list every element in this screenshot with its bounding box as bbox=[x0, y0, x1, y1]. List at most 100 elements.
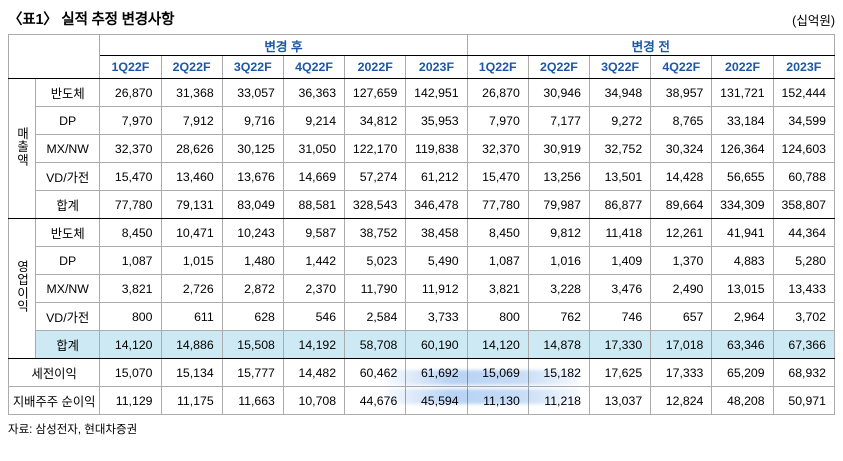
value-cell: 60,788 bbox=[772, 162, 836, 191]
table-row: DP 7,970 7,912 9,716 9,214 34,812 35,953 7,970 7… bbox=[9, 106, 836, 135]
value-cell: 2,872 bbox=[221, 274, 284, 303]
value-cell: 13,256 bbox=[527, 162, 591, 191]
quarter-header: 1Q22F bbox=[466, 55, 529, 79]
value-cell: 3,228 bbox=[527, 274, 591, 303]
value-cell: 44,676 bbox=[344, 386, 407, 415]
value-cell: 26,870 bbox=[466, 78, 529, 107]
value-cell: 8,450 bbox=[466, 218, 529, 247]
value-cell: 34,812 bbox=[344, 106, 407, 135]
table-row: VD/가전 800 611 628 546 2,584 3,733 800 762 746 657 2… bbox=[9, 302, 836, 331]
value-cell: 35,953 bbox=[405, 106, 468, 135]
value-cell: 3,702 bbox=[772, 302, 836, 331]
value-cell: 63,346 bbox=[711, 330, 774, 359]
row-label: DP bbox=[35, 246, 101, 275]
value-cell: 36,363 bbox=[282, 78, 346, 107]
value-cell: 657 bbox=[650, 302, 713, 331]
value-cell: 1,016 bbox=[527, 246, 591, 275]
value-cell: 14,886 bbox=[160, 330, 223, 359]
value-cell: 5,490 bbox=[405, 246, 468, 275]
quarter-header: 1Q22F bbox=[99, 55, 162, 79]
value-cell: 1,442 bbox=[282, 246, 346, 275]
value-cell: 77,780 bbox=[466, 190, 529, 219]
table-row: MX/NW 32,370 28,626 30,125 31,050 122,170 119,… bbox=[9, 134, 836, 163]
value-cell: 9,214 bbox=[282, 106, 346, 135]
quarter-header: 2023F bbox=[772, 55, 836, 79]
value-cell: 31,368 bbox=[160, 78, 223, 107]
value-cell: 68,932 bbox=[772, 358, 836, 387]
quarter-header: 2Q22F bbox=[527, 55, 591, 79]
value-cell: 31,050 bbox=[282, 134, 346, 163]
value-cell: 346,478 bbox=[405, 190, 468, 219]
value-cell: 60,462 bbox=[344, 358, 407, 387]
value-cell: 152,444 bbox=[772, 78, 836, 107]
quarter-header: 4Q22F bbox=[650, 55, 713, 79]
column-group-row: 변경 후 변경 전 bbox=[7, 34, 836, 79]
quarter-header: 2Q22F bbox=[160, 55, 223, 79]
quarter-header: 2022F bbox=[344, 55, 407, 79]
value-cell: 7,970 bbox=[99, 106, 162, 135]
value-cell: 12,261 bbox=[650, 218, 713, 247]
value-cell: 13,501 bbox=[588, 162, 652, 191]
value-cell: 30,324 bbox=[650, 134, 713, 163]
quarter-header: 3Q22F bbox=[588, 55, 652, 79]
value-cell: 79,131 bbox=[160, 190, 223, 219]
value-cell: 746 bbox=[588, 302, 652, 331]
value-cell: 800 bbox=[466, 302, 529, 331]
value-cell: 10,471 bbox=[160, 218, 223, 247]
value-cell: 50,971 bbox=[772, 386, 836, 415]
unit-label: (십억원) bbox=[792, 14, 835, 28]
value-cell: 11,663 bbox=[221, 386, 284, 415]
value-cell: 119,838 bbox=[405, 134, 468, 163]
value-cell: 1,370 bbox=[650, 246, 713, 275]
quarter-header: 2022F bbox=[711, 55, 774, 79]
value-cell: 34,948 bbox=[588, 78, 652, 107]
value-cell: 2,964 bbox=[711, 302, 774, 331]
table-row: MX/NW 3,821 2,726 2,872 2,370 11,790 11,912 3,8… bbox=[9, 274, 836, 303]
value-cell: 126,364 bbox=[711, 134, 774, 163]
value-cell: 358,807 bbox=[772, 190, 836, 219]
value-cell: 3,476 bbox=[588, 274, 652, 303]
value-cell: 13,037 bbox=[588, 386, 652, 415]
value-cell: 17,333 bbox=[650, 358, 713, 387]
value-cell: 45,594 bbox=[405, 386, 468, 415]
value-cell: 30,125 bbox=[221, 134, 284, 163]
table-row: 합계 14,120 14,886 15,508 14,192 58,708 60,190 14… bbox=[9, 330, 836, 359]
value-cell: 122,170 bbox=[344, 134, 407, 163]
value-cell: 7,177 bbox=[527, 106, 591, 135]
row-label: MX/NW bbox=[35, 134, 101, 163]
table-row: 영업이익 반도체 8,450 10,471 10,243 9,587 38,752 38,45… bbox=[7, 218, 836, 359]
value-cell: 628 bbox=[221, 302, 284, 331]
value-cell: 30,946 bbox=[527, 78, 591, 107]
quarter-header: 4Q22F bbox=[282, 55, 346, 79]
value-cell: 65,209 bbox=[711, 358, 774, 387]
value-cell: 58,708 bbox=[344, 330, 407, 359]
value-cell: 9,272 bbox=[588, 106, 652, 135]
col-group-before: 변경 전 bbox=[466, 34, 836, 56]
value-cell: 17,625 bbox=[588, 358, 652, 387]
value-cell: 124,603 bbox=[772, 134, 836, 163]
value-cell: 8,765 bbox=[650, 106, 713, 135]
value-cell: 3,733 bbox=[405, 302, 468, 331]
value-cell: 32,370 bbox=[466, 134, 529, 163]
value-cell: 11,130 bbox=[466, 386, 529, 415]
value-cell: 30,919 bbox=[527, 134, 591, 163]
value-cell: 334,309 bbox=[711, 190, 774, 219]
value-cell: 11,218 bbox=[527, 386, 591, 415]
value-cell: 88,581 bbox=[282, 190, 346, 219]
quarter-header-row: 1Q22F 2Q22F 3Q22F 4Q22F 2022F 2023F 1Q22F 2Q22F… bbox=[9, 55, 836, 79]
value-cell: 38,458 bbox=[405, 218, 468, 247]
row-group-label: 영업이익 bbox=[7, 218, 37, 359]
table-row: 지배주주 순이익 11,129 11,175 11,663 10,708 44,676 45… bbox=[7, 386, 836, 415]
value-cell: 2,584 bbox=[344, 302, 407, 331]
value-cell: 7,970 bbox=[466, 106, 529, 135]
value-cell: 1,409 bbox=[588, 246, 652, 275]
value-cell: 15,508 bbox=[221, 330, 284, 359]
row-label: 합계 bbox=[35, 190, 101, 219]
value-cell: 10,708 bbox=[282, 386, 346, 415]
value-cell: 13,460 bbox=[160, 162, 223, 191]
value-cell: 131,721 bbox=[711, 78, 774, 107]
value-cell: 14,428 bbox=[650, 162, 713, 191]
value-cell: 61,212 bbox=[405, 162, 468, 191]
value-cell: 8,450 bbox=[99, 218, 162, 247]
